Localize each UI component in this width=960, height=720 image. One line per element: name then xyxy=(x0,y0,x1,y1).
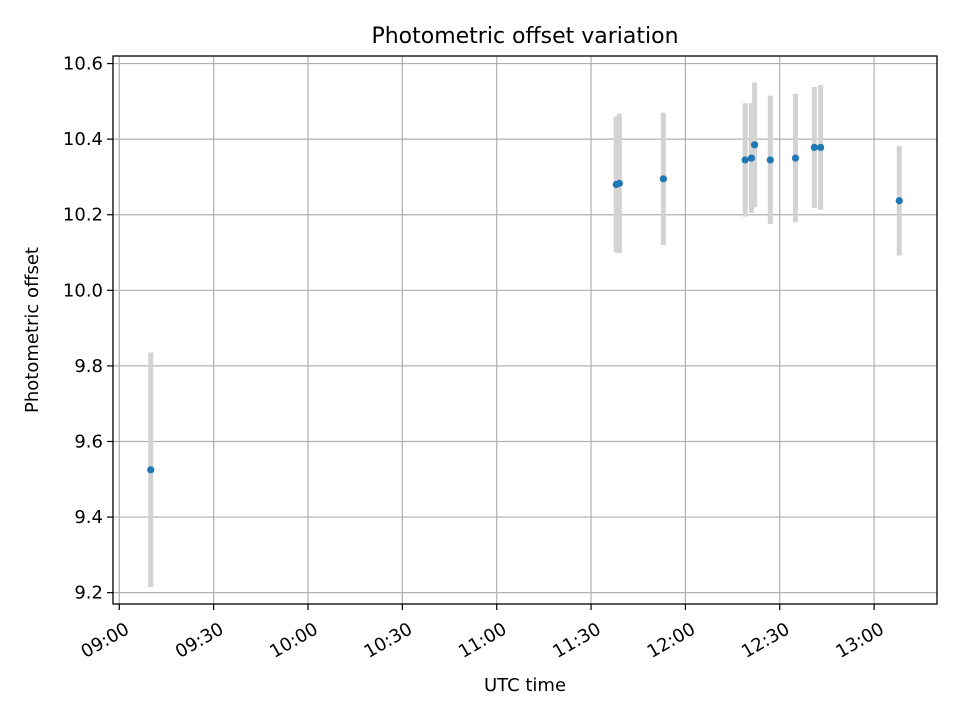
data-point xyxy=(615,179,623,187)
data-point xyxy=(817,143,825,152)
data-point xyxy=(750,141,759,149)
y-tick-label: 9.4 xyxy=(74,507,103,528)
data-point xyxy=(895,197,903,205)
y-tick-label: 10.4 xyxy=(63,129,103,150)
y-axis-label: Photometric offset xyxy=(22,247,43,413)
point-layer xyxy=(147,141,903,474)
y-tick-label: 9.2 xyxy=(74,583,103,604)
y-tick-label: 10.6 xyxy=(63,54,103,75)
y-tick-label: 10.0 xyxy=(63,280,103,301)
chart-title: Photometric offset variation xyxy=(371,24,678,49)
data-point xyxy=(747,154,756,162)
data-point xyxy=(810,143,818,152)
plot-frame xyxy=(112,55,938,605)
y-tick-label: 9.6 xyxy=(74,431,103,452)
x-axis-label: UTC time xyxy=(484,675,566,696)
grid-layer xyxy=(113,56,937,604)
data-point xyxy=(147,466,155,474)
y-tick-label: 9.8 xyxy=(74,356,103,377)
data-point xyxy=(659,175,667,183)
y-tick-label: 10.2 xyxy=(63,205,103,226)
data-point xyxy=(741,156,749,164)
data-point xyxy=(766,156,774,164)
data-point xyxy=(791,154,800,162)
